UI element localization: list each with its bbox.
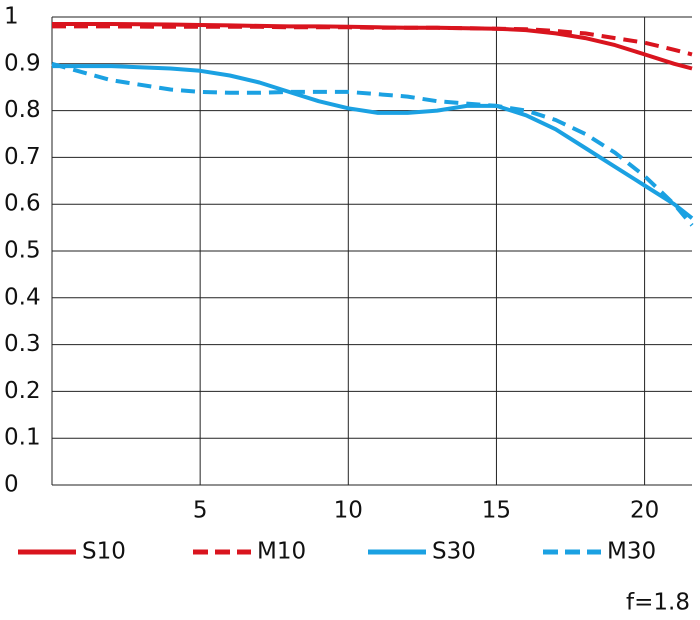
series-line [52, 24, 693, 57]
y-tick-label: 0.1 [4, 425, 41, 451]
series-line [52, 22, 693, 71]
x-tick-label: 15 [482, 498, 511, 524]
y-tick-label: 0.9 [4, 50, 41, 76]
legend-label: S30 [432, 539, 476, 565]
series-line [51, 61, 694, 227]
y-tick-label: 0.8 [4, 97, 41, 123]
y-tick-label: 0.4 [4, 284, 41, 310]
x-tick-label: 20 [630, 498, 659, 524]
y-tick-label: 0.3 [4, 331, 41, 357]
legend-label: S10 [82, 539, 126, 565]
legend-label: M30 [607, 539, 656, 565]
y-tick-label: 0.5 [4, 238, 41, 264]
x-tick-label: 10 [334, 498, 363, 524]
annotation: f=1.8 [626, 590, 690, 616]
legend-label: M10 [257, 539, 306, 565]
y-tick-label: 1 [4, 4, 19, 30]
y-tick-label: 0 [4, 472, 19, 498]
y-tick-label: 0.6 [4, 191, 41, 217]
y-tick-label: 0.7 [4, 144, 41, 170]
x-tick-label: 5 [193, 498, 208, 524]
y-tick-label: 0.2 [4, 378, 41, 404]
series-line [52, 64, 694, 220]
